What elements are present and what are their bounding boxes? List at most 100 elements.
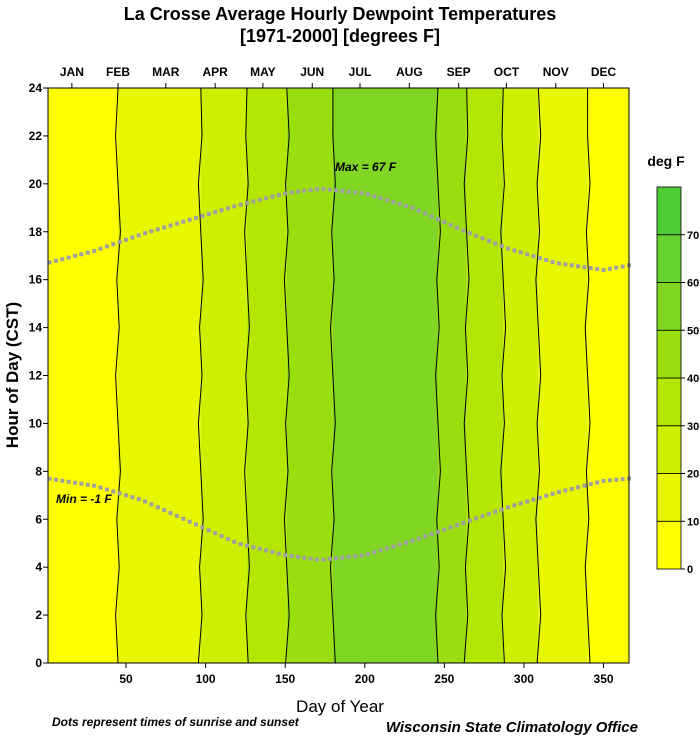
sunset-dot: [168, 223, 173, 228]
sunset-dot: [117, 239, 122, 244]
sunset-dot: [410, 205, 415, 210]
y-tick-label: 18: [29, 225, 43, 239]
sunrise-dot: [168, 511, 173, 516]
sunset-dot: [47, 260, 52, 265]
sunset-dot: [397, 201, 402, 206]
sunset-dot: [111, 242, 116, 247]
sunset-dot: [181, 219, 186, 224]
sunrise-dot: [98, 485, 103, 490]
sunset-dot: [442, 220, 447, 225]
sunrise-dot: [404, 540, 409, 545]
contour-lines: [115, 87, 591, 664]
sunrise-dot: [410, 538, 415, 543]
contour-line: [197, 87, 204, 664]
sunrise-dot: [359, 553, 364, 558]
y-tick-label: 2: [35, 608, 42, 622]
sunset-dot: [607, 266, 612, 271]
sunrise-dot: [104, 487, 109, 492]
sunset-dot: [506, 246, 511, 251]
sunset-dot: [467, 231, 472, 236]
y-tick-label: 4: [35, 560, 42, 574]
sunset-dot: [569, 263, 574, 268]
contour-line: [329, 87, 336, 664]
sunset-dot: [588, 266, 593, 271]
month-label: DEC: [591, 65, 617, 79]
sunrise-dot: [582, 483, 587, 488]
sunset-dot: [264, 196, 269, 201]
sunset-dot: [66, 255, 71, 260]
chart-title-line1: La Crosse Average Hourly Dewpoint Temper…: [124, 4, 556, 24]
x-tick-label: 150: [275, 672, 295, 686]
sunrise-dot: [467, 518, 472, 523]
sunrise-dot: [302, 555, 307, 560]
month-label: AUG: [396, 65, 423, 79]
sunrise-dot: [283, 553, 288, 558]
sunset-dot: [378, 196, 383, 201]
sunset-dot: [435, 217, 440, 222]
heat-band: [437, 88, 467, 663]
sunrise-dot: [512, 503, 517, 508]
sunset-dot: [289, 190, 294, 195]
sunrise-dot: [531, 497, 536, 502]
sunrise-dot: [569, 486, 574, 491]
sunrise-dot: [232, 539, 237, 544]
sunset-dot: [423, 211, 428, 216]
y-tick-label: 22: [29, 129, 43, 143]
sunset-dot: [493, 241, 498, 246]
sunset-dot: [155, 227, 160, 232]
sunset-dot: [353, 190, 358, 195]
sunset-dot: [219, 208, 224, 213]
sunrise-dot: [315, 557, 320, 562]
sunrise-dot: [486, 511, 491, 516]
y-tick-label: 6: [35, 512, 42, 526]
sunrise-dot: [595, 480, 600, 485]
sunrise-dot: [238, 542, 243, 547]
sunset-dot: [302, 188, 307, 193]
sunset-dot: [595, 267, 600, 272]
legend-label: 70: [687, 230, 699, 242]
sunset-dot: [474, 233, 479, 238]
legend-label: 30: [687, 421, 699, 433]
heat-band: [332, 88, 438, 663]
sunrise-dot: [378, 548, 383, 553]
legend-title: deg F: [647, 153, 685, 169]
month-axis: JAN FEB MAR APR MAY JUN JUL AUG SEP OCT NOV DEC: [60, 65, 617, 88]
sunset-dot: [582, 265, 587, 270]
legend-label: 20: [687, 469, 699, 481]
sunset-dot: [512, 248, 517, 253]
sunrise-dot: [136, 497, 141, 502]
sunrise-dot: [251, 545, 256, 550]
contour-line: [535, 87, 542, 664]
sunrise-dot: [289, 554, 294, 559]
sunrise-dot: [518, 501, 523, 506]
legend-label: 10: [687, 516, 699, 528]
sunset-dot: [206, 212, 211, 217]
sunrise-dot: [53, 477, 58, 482]
sunrise-dot: [423, 534, 428, 539]
x-tick-label: 250: [434, 672, 454, 686]
heat-band: [246, 88, 287, 663]
y-tick-label: 16: [29, 273, 43, 287]
sunrise-dot: [346, 554, 351, 559]
max-annotation: Max = 67 F: [335, 160, 397, 174]
month-label: MAR: [152, 65, 180, 79]
sunrise-dot: [614, 477, 619, 482]
sunrise-dot: [143, 499, 148, 504]
credit: Wisconsin State Climatology Office: [386, 719, 638, 736]
sunset-dot: [620, 264, 625, 269]
legend-swatch: [656, 473, 682, 522]
sunrise-dot: [499, 507, 504, 512]
sunrise-dot: [620, 477, 625, 482]
sunset-dot: [531, 254, 536, 259]
month-label: OCT: [494, 65, 520, 79]
sunrise-dot: [340, 555, 345, 560]
contour-line: [435, 87, 441, 664]
sunset-dot: [98, 246, 103, 251]
sunrise-dot: [525, 499, 530, 504]
legend-swatch: [656, 377, 682, 427]
sunset-dot: [60, 257, 65, 262]
contour-line: [244, 87, 250, 664]
sunset-dot: [391, 200, 396, 205]
sunrise-dot: [397, 542, 402, 547]
